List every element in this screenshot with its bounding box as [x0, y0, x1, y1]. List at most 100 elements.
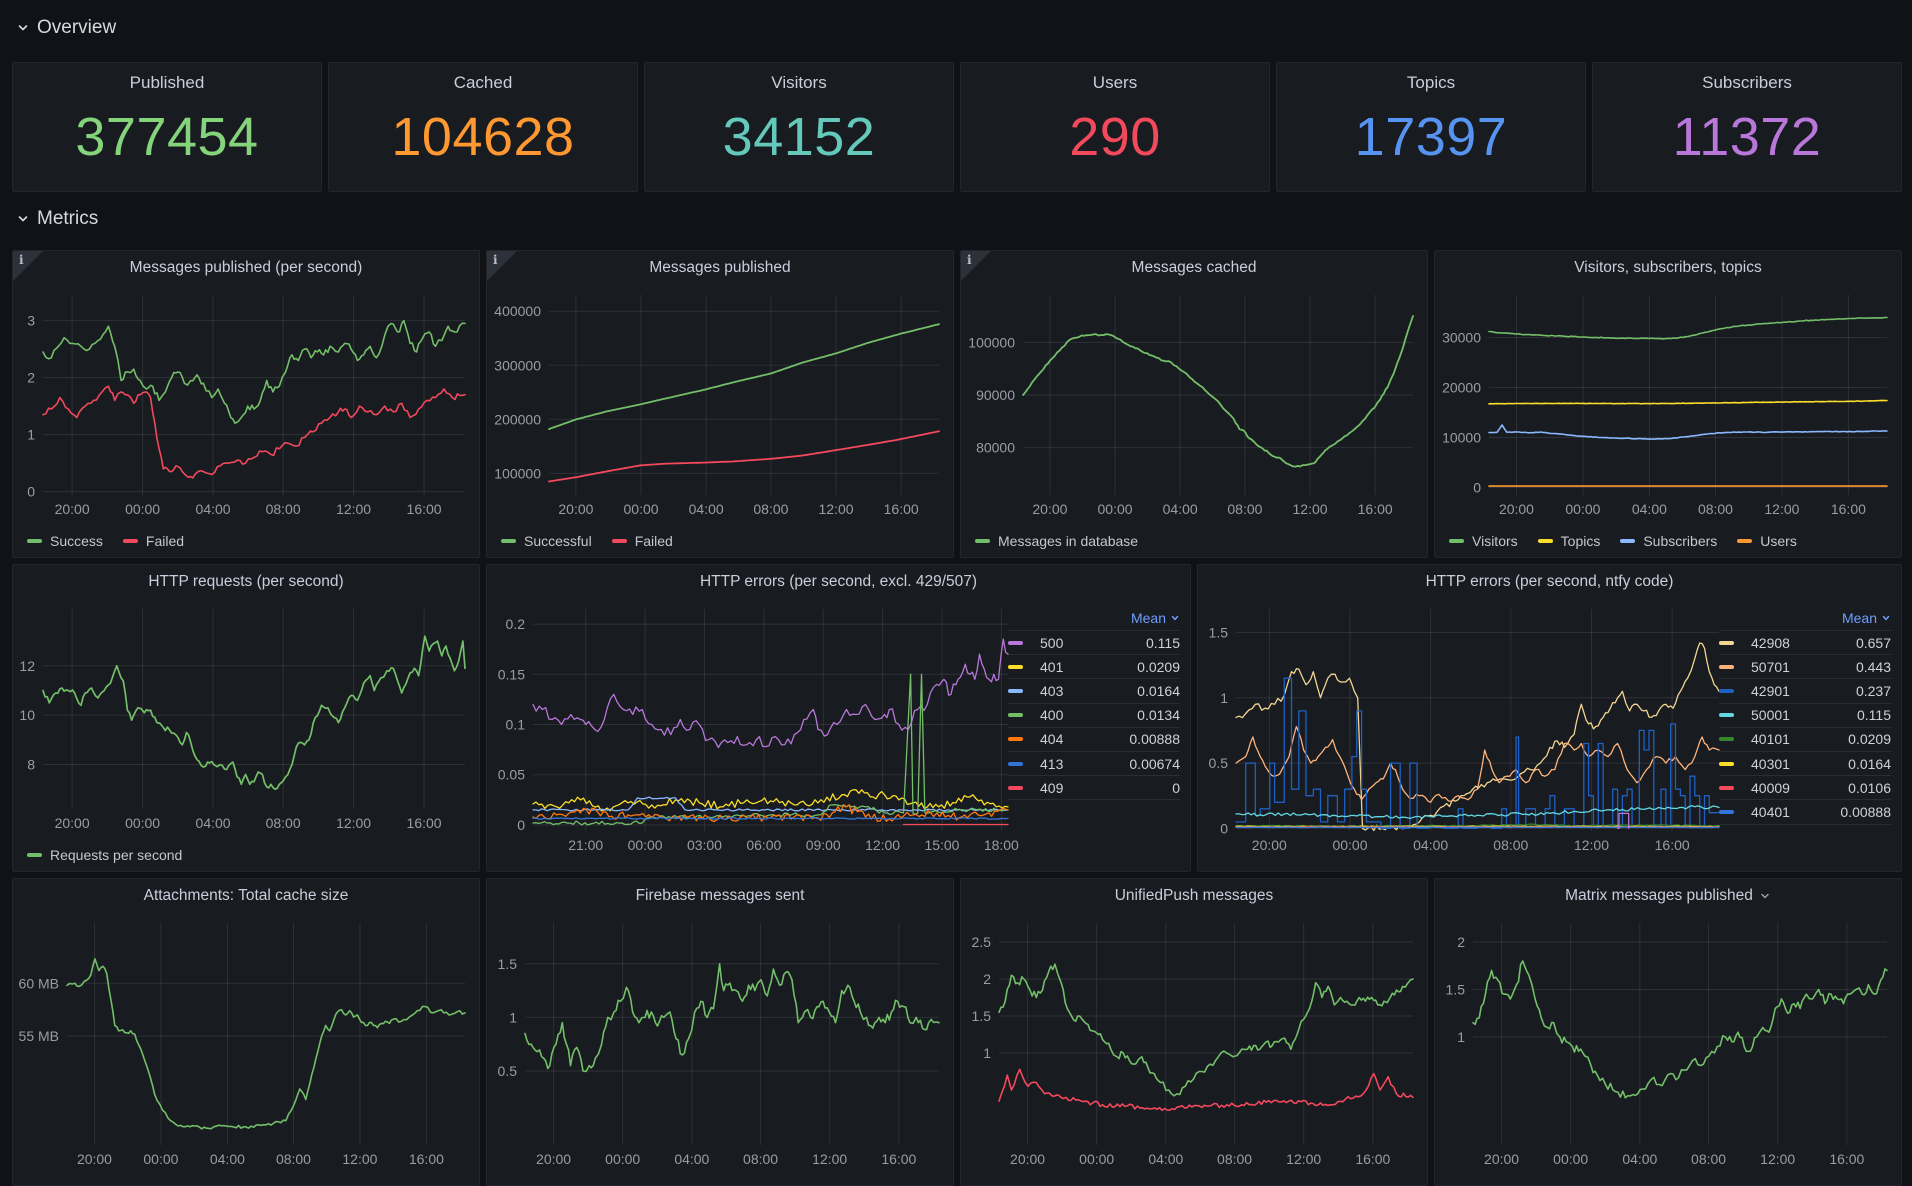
svg-text:04:00: 04:00 [1632, 501, 1667, 517]
series-code-label: 40301 [1751, 755, 1790, 772]
chart-plot[interactable]: 80000 90000 100000 20:00 00:00 04:00 08:00 12:0… [961, 251, 1427, 557]
panel-messages-published-per-second: Messages published (per second) 0 1 2 3 20:0… [12, 250, 480, 558]
series-code-label: 42908 [1751, 634, 1790, 651]
chart-plot[interactable]: 100000 200000 300000 400000 20:00 00:00 04:00 0… [487, 251, 953, 557]
chart-plot[interactable]: 0 0.5 1 1.5 20:00 00:00 04:00 08:00 12:00 16:00 [1198, 565, 1901, 871]
legend-table-row[interactable]: 409 0 [1008, 775, 1180, 799]
svg-text:100000: 100000 [968, 334, 1015, 350]
panel-title[interactable]: HTTP errors (per second, ntfy code) [1425, 573, 1674, 590]
chart-plot[interactable]: 0 1 2 3 20:00 00:00 04:00 08:00 12:00 16:00 [13, 251, 479, 557]
svg-text:04:00: 04:00 [196, 815, 231, 831]
svg-text:2.5: 2.5 [972, 934, 992, 950]
series-code-label: 50701 [1751, 658, 1790, 675]
series-swatch [1008, 713, 1023, 718]
legend-table-row[interactable]: 40301 0.0164 [1719, 750, 1891, 775]
info-icon[interactable] [961, 251, 991, 281]
legend-label: Requests per second [50, 847, 183, 863]
series-swatch [1008, 640, 1023, 645]
svg-text:00:00: 00:00 [1565, 501, 1600, 517]
svg-text:08:00: 08:00 [276, 1151, 311, 1167]
svg-text:08:00: 08:00 [753, 501, 788, 517]
section-overview[interactable]: Overview [16, 17, 116, 39]
panel-title[interactable]: HTTP errors (per second, excl. 429/507) [699, 573, 978, 590]
legend-item[interactable]: Messages in database [975, 533, 1138, 549]
svg-text:00:00: 00:00 [628, 837, 663, 853]
legend-label: Subscribers [1643, 533, 1718, 549]
panel-firebase-messages: Firebase messages sent 0.5 1 1.5 20:00 00:00… [486, 878, 954, 1186]
legend-item[interactable]: Successful [501, 533, 592, 549]
legend-item[interactable]: Requests per second [27, 847, 182, 863]
legend: Requests per second [27, 847, 182, 863]
legend-table-row[interactable]: 42908 0.657 [1719, 630, 1891, 654]
chart-plot[interactable]: 8 10 12 20:00 00:00 04:00 08:00 12:00 16:00 [13, 565, 479, 871]
legend-item[interactable]: Success [27, 533, 103, 549]
legend-item[interactable]: Failed [611, 533, 673, 549]
panel-title[interactable]: Messages published [649, 259, 791, 276]
legend-table-row[interactable]: 413 0.00674 [1008, 750, 1180, 775]
legend-table-row[interactable]: 404 0.00888 [1008, 726, 1180, 751]
stat-panel-subscribers: Subscribers 11372 [1592, 62, 1902, 192]
section-metrics[interactable]: Metrics [16, 208, 98, 230]
chart-plot[interactable]: 55 MB 60 MB 20:00 00:00 04:00 08:00 12:00 16:00 [13, 879, 479, 1185]
svg-text:20:00: 20:00 [1252, 837, 1287, 853]
panel-attachments-cache-size: Attachments: Total cache size 55 MB 60 MB… [12, 878, 480, 1186]
legend-table-row[interactable]: 50701 0.443 [1719, 654, 1891, 678]
info-icon[interactable] [487, 251, 517, 281]
legend-table-row[interactable]: 500 0.115 [1008, 630, 1180, 654]
stat-value: 377454 [75, 107, 259, 167]
chart-plot[interactable]: 0.5 1 1.5 20:00 00:00 04:00 08:00 12:00 16:00 [487, 879, 953, 1185]
series-mean-value: 0.443 [1855, 658, 1891, 675]
panel-title[interactable]: Messages cached [1131, 259, 1257, 276]
legend-table-row[interactable]: 40009 0.0106 [1719, 775, 1891, 799]
panel-title[interactable]: Attachments: Total cache size [143, 887, 349, 904]
chart-plot[interactable]: 1 1.5 2 2.5 20:00 00:00 04:00 08:00 12:00 16:00 [961, 879, 1427, 1185]
chevron-down-icon [18, 25, 28, 31]
svg-text:90000: 90000 [976, 387, 1015, 403]
series-swatch [1008, 688, 1023, 693]
svg-text:08:00: 08:00 [266, 501, 301, 517]
legend-item[interactable]: Users [1737, 533, 1797, 549]
legend-table-row[interactable]: 42901 0.237 [1719, 678, 1891, 702]
svg-text:0.5: 0.5 [498, 1063, 518, 1079]
svg-text:00:00: 00:00 [125, 501, 160, 517]
svg-text:04:00: 04:00 [1148, 1151, 1183, 1167]
panel-title[interactable]: Messages published (per second) [129, 259, 363, 276]
legend-table-row[interactable]: 400 0.0134 [1008, 702, 1180, 727]
svg-text:20:00: 20:00 [55, 501, 90, 517]
legend-table-row[interactable]: 401 0.0209 [1008, 654, 1180, 678]
chart-plot[interactable]: 0 0.05 0.1 0.15 0.2 21:00 00:00 03:00 06:00 09:00… [487, 565, 1190, 871]
info-icon: i [19, 253, 24, 267]
legend-item[interactable]: Subscribers [1620, 533, 1717, 549]
info-icon: i [967, 253, 972, 267]
svg-text:20:00: 20:00 [77, 1151, 112, 1167]
svg-text:16:00: 16:00 [881, 1151, 916, 1167]
mean-column-header[interactable]: Mean [1719, 605, 1891, 630]
panel-title[interactable]: Matrix messages published [1435, 879, 1901, 913]
info-icon[interactable] [13, 251, 43, 281]
panel-title[interactable]: Firebase messages sent [635, 887, 805, 904]
series-mean-value: 0.00888 [1129, 731, 1180, 748]
series-code-label: 50001 [1751, 707, 1790, 724]
legend-table-row[interactable]: 40401 0.00888 [1719, 799, 1891, 823]
legend-item[interactable]: Failed [122, 533, 184, 549]
legend-table-row[interactable]: 403 0.0164 [1008, 678, 1180, 702]
stat-title: Topics [1406, 73, 1456, 92]
svg-text:09:00: 09:00 [806, 837, 841, 853]
series-swatch [1620, 539, 1636, 543]
svg-text:2: 2 [983, 971, 991, 987]
svg-text:00:00: 00:00 [1079, 1151, 1114, 1167]
legend-item[interactable]: Visitors [1449, 533, 1518, 549]
panel-title[interactable]: Visitors, subscribers, topics [1574, 259, 1762, 276]
series-swatch [27, 539, 42, 543]
mean-column-header[interactable]: Mean [1008, 605, 1180, 630]
panel-title[interactable]: HTTP requests (per second) [148, 573, 344, 590]
legend-label: Visitors [1472, 533, 1518, 549]
panel-title[interactable]: UnifiedPush messages [1114, 887, 1274, 904]
svg-text:08:00: 08:00 [1493, 837, 1528, 853]
chart-plot[interactable]: 0 10000 20000 30000 20:00 00:00 04:00 08:00 12:0… [1435, 251, 1901, 557]
legend-table-row[interactable]: 50001 0.115 [1719, 702, 1891, 727]
chart-plot[interactable]: 1 1.5 2 20:00 00:00 04:00 08:00 12:00 16:00 [1435, 879, 1901, 1185]
legend-table-row[interactable]: 40101 0.0209 [1719, 726, 1891, 751]
series-swatch [27, 853, 42, 857]
legend-item[interactable]: Topics [1537, 533, 1600, 549]
